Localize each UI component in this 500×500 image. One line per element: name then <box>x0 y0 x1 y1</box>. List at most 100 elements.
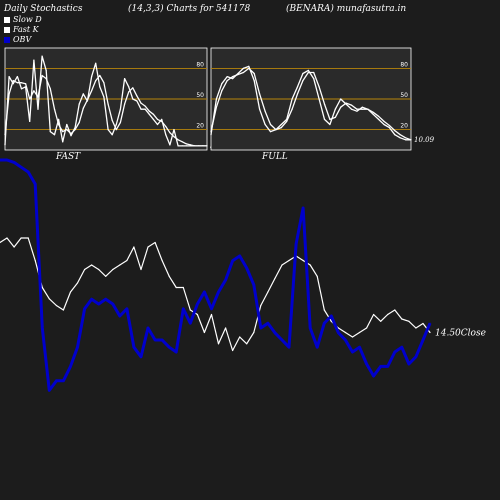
fast-series-slow-d-point <box>29 98 31 100</box>
legend-obv-swatch <box>4 36 10 43</box>
price-series-close-point <box>260 304 262 307</box>
fast-series-slow-d-point <box>8 93 10 95</box>
fast-series-slow-d-point <box>124 103 126 105</box>
obv-series <box>0 158 432 392</box>
obv-series-point <box>126 308 128 310</box>
fast-level-label: 50 <box>196 92 204 99</box>
price-series-close-point <box>366 327 368 329</box>
fast-panel-title: FAST <box>56 152 81 162</box>
obv-series-point <box>41 327 43 329</box>
obv-series-point <box>373 375 375 377</box>
fast-series-slow-d-point <box>132 87 134 89</box>
obv-series-point <box>20 166 22 168</box>
obv-series-point <box>217 291 220 293</box>
full-series-slow-d-point <box>226 80 228 82</box>
fast-series-slow-d-point <box>78 121 80 124</box>
full-series-fast-k-point <box>388 127 390 129</box>
price-series-close-point <box>344 331 346 334</box>
fast-series-fast-k-point <box>99 86 101 88</box>
full-series-fast-k-point <box>313 78 315 80</box>
fast-series-slow-d-point <box>185 143 187 145</box>
fast-series-fast-k-point <box>136 100 138 102</box>
price-series-close-point <box>373 313 375 316</box>
price-series-close-point <box>62 309 64 311</box>
price-series-close-point <box>253 331 255 334</box>
fast-series-fast-k-point <box>119 108 121 110</box>
fast-series-slow-d-point <box>148 110 150 112</box>
chart-header-middle: (14,3,3) Charts for 541178 <box>128 4 251 14</box>
fast-series-slow-d-point <box>20 82 23 84</box>
full-series-fast-k-point <box>210 134 212 136</box>
legend-fast-k: Fast K <box>4 25 39 34</box>
fast-series-fast-k-point <box>66 123 68 126</box>
fast-series-slow-d-point <box>107 103 109 105</box>
full-series-slow-d-point <box>405 137 407 139</box>
obv-series-point <box>380 365 382 367</box>
obv-series-point <box>91 298 93 300</box>
full-series-slow-d-point <box>237 73 239 76</box>
fast-series-fast-k-point <box>177 145 179 147</box>
obv-series-point <box>98 303 100 305</box>
price-series-close-point <box>69 291 72 293</box>
fast-series-fast-k-point <box>53 134 56 136</box>
fast-series-slow-d-point <box>45 78 47 80</box>
price-series-close-point <box>246 343 248 345</box>
full-series-fast-k-point <box>378 118 380 120</box>
full-series-fast-k-point <box>399 137 401 139</box>
price-series-close-point <box>34 259 36 262</box>
obv-series-point <box>358 346 361 348</box>
full-series-fast-k-point <box>291 98 293 100</box>
fast-series-slow-d-point <box>91 90 93 92</box>
fast-series-fast-k-point <box>152 118 154 120</box>
price-series-close-point <box>429 331 431 334</box>
obv-series-point <box>175 351 177 353</box>
fast-series-slow-d-point <box>70 133 72 135</box>
obv-series-point <box>415 356 417 358</box>
obv-series-point <box>253 284 255 286</box>
fast-level-label: 80 <box>196 61 204 68</box>
fast-series-fast-k-point <box>185 145 187 147</box>
price-series-close-point <box>126 259 128 262</box>
full-series-fast-k-point <box>264 123 266 126</box>
fast-series-slow-d-point <box>66 129 68 131</box>
full-series-slow-d-point <box>388 124 390 127</box>
fast-series-slow-d-point <box>156 118 159 120</box>
full-last-value-label: 10.09 <box>414 136 435 144</box>
fast-series-fast-k-point <box>82 93 84 95</box>
full-series-slow-d-point <box>372 111 374 113</box>
fast-series-fast-k-point <box>124 78 126 80</box>
fast-series-slow-d-point <box>25 83 27 85</box>
full-series-slow-d-point <box>242 71 244 74</box>
legend-obv: OBV <box>4 35 31 44</box>
fast-series-slow-d-point <box>4 134 6 136</box>
fast-series-slow-d-point <box>128 91 130 93</box>
price-series-close <box>0 237 431 352</box>
full-level-label: 80 <box>400 61 408 68</box>
price-series-close-point <box>189 309 191 311</box>
price-series-close-point <box>55 304 58 307</box>
full-series-fast-k-point <box>318 98 320 100</box>
fast-series-slow-d-point <box>119 121 121 124</box>
full-level-label: 50 <box>400 92 408 99</box>
full-series-fast-k <box>210 65 411 141</box>
full-series-slow-d-point <box>383 120 385 122</box>
price-series-close-point <box>415 327 417 329</box>
full-series-slow-d-point <box>286 120 288 122</box>
fast-series-slow-d-point <box>206 145 208 147</box>
fast-series-slow-d-point <box>181 141 183 143</box>
obv-series-point <box>133 346 135 348</box>
fast-series-slow-d-point <box>82 107 84 109</box>
price-series-close-point <box>232 349 234 352</box>
price-series-close-point <box>408 320 410 322</box>
price-series-close-point <box>133 246 135 248</box>
full-series-fast-k-point <box>340 98 342 100</box>
full-series-fast-k-point <box>259 108 261 110</box>
full-level-label: 20 <box>400 123 408 130</box>
obv-series-point <box>147 327 149 329</box>
fast-series-slow-d-point <box>198 145 200 147</box>
full-series-slow-d-point <box>367 108 369 110</box>
obv-series-point <box>225 279 227 281</box>
fast-series-slow-d-point <box>16 82 18 84</box>
full-series-fast-k-point <box>383 123 385 126</box>
full-series-fast-k-point <box>296 86 299 88</box>
